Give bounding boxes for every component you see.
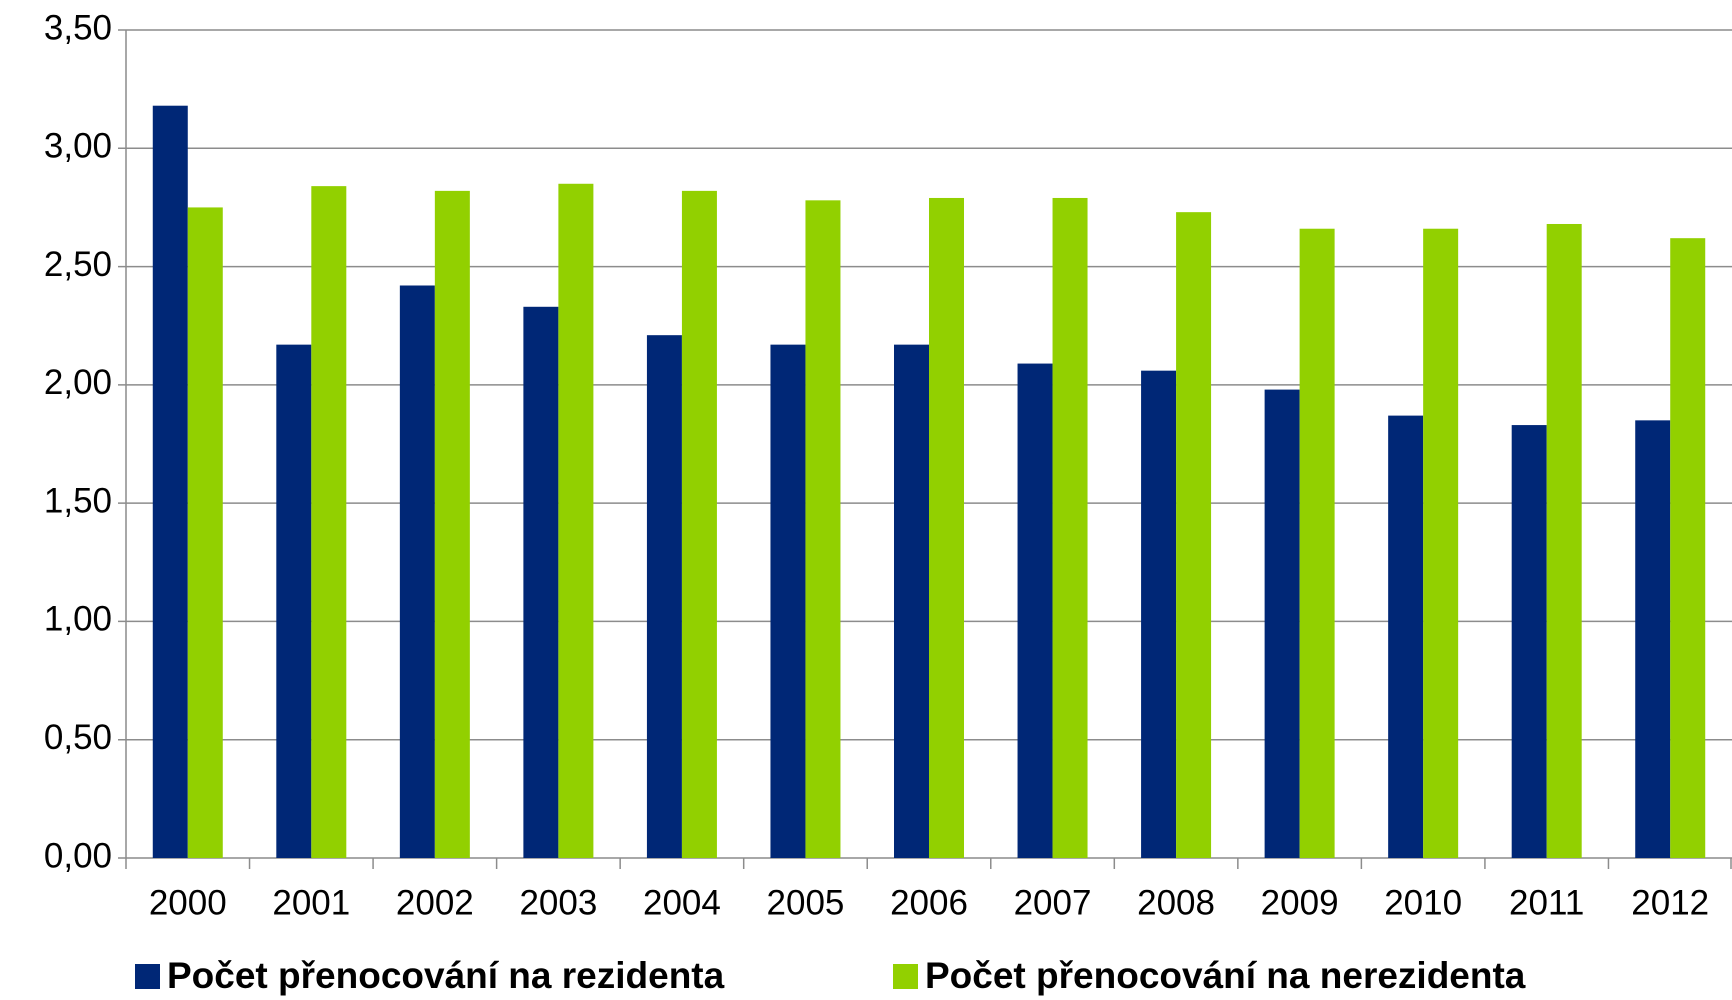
- x-tick-label: 2008: [1137, 883, 1215, 922]
- legend-label: Počet přenocování na rezidenta: [167, 955, 725, 996]
- bar: [1670, 238, 1706, 858]
- bar: [152, 105, 188, 858]
- legend-label: Počet přenocování na nerezidenta: [925, 955, 1526, 996]
- bar: [1635, 420, 1671, 858]
- bar: [1511, 425, 1547, 858]
- y-tick-label: 2,00: [44, 363, 112, 402]
- x-tick-label: 2010: [1384, 883, 1462, 922]
- bar: [805, 200, 841, 858]
- bar: [681, 190, 717, 858]
- bar: [434, 190, 470, 858]
- bar: [1299, 228, 1335, 859]
- y-tick-label: 0,50: [44, 718, 112, 757]
- legend-swatch: [893, 964, 918, 989]
- legend-swatch: [135, 964, 160, 989]
- y-tick-label: 1,00: [44, 600, 112, 639]
- bar: [187, 207, 223, 858]
- bar: [399, 285, 435, 858]
- y-tick-label: 0,00: [44, 836, 112, 875]
- x-tick-label: 2001: [272, 883, 350, 922]
- bar: [646, 335, 682, 859]
- y-tick-label: 1,50: [44, 481, 112, 520]
- bar: [1017, 363, 1053, 858]
- y-tick-label: 2,50: [44, 245, 112, 284]
- bar: [929, 197, 964, 859]
- bar: [558, 183, 594, 858]
- x-tick-label: 2012: [1631, 883, 1709, 922]
- x-tick-label: 2003: [519, 883, 597, 922]
- bar: [1388, 415, 1424, 858]
- x-tick-label: 2009: [1261, 883, 1339, 922]
- bar: [1176, 212, 1212, 858]
- bar: [523, 306, 559, 858]
- bar: [1052, 197, 1088, 859]
- y-tick-label: 3,00: [44, 127, 112, 166]
- x-tick-label: 2011: [1509, 883, 1584, 922]
- bar: [1264, 389, 1300, 858]
- x-tick-label: 2000: [149, 883, 227, 922]
- bar: [311, 186, 347, 858]
- bar: [770, 344, 806, 858]
- x-tick-label: 2004: [643, 883, 721, 922]
- x-tick-label: 2002: [396, 883, 474, 922]
- y-tick-label: 3,50: [44, 8, 112, 47]
- bar: [1141, 370, 1177, 858]
- legend: Počet přenocování na rezidenta Počet přen…: [135, 955, 1526, 996]
- x-tick-label: 2006: [890, 883, 968, 922]
- bar: [276, 344, 312, 858]
- x-tick-label: 2005: [767, 883, 845, 922]
- x-tick-label: 2007: [1014, 883, 1092, 922]
- bar: [894, 344, 929, 858]
- bar: [1423, 228, 1459, 859]
- bar: [1546, 223, 1582, 858]
